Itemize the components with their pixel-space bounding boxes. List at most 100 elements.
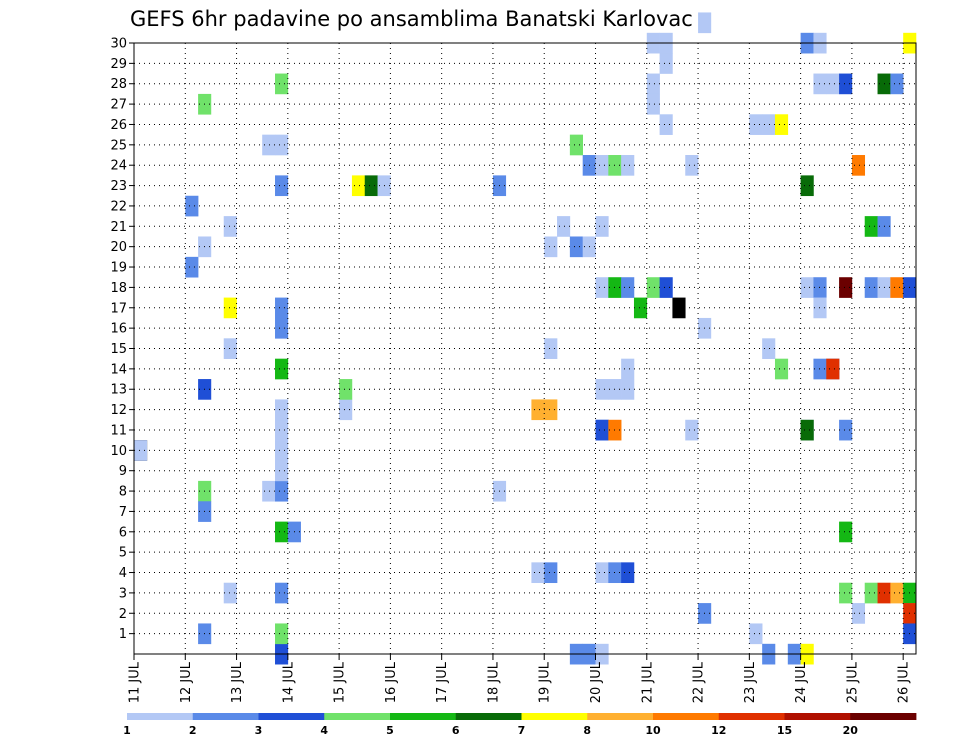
ensemble-cell [569,134,583,156]
y-tick-label: 12 [110,403,127,418]
colorbar: 1 2 3 4 5 6 7 8 10 12 15 20 [123,713,917,737]
ensemble-cell [646,73,660,95]
ensemble-cell [621,277,635,298]
ensemble-cell [569,236,583,258]
y-tick-label: 17 [110,301,127,316]
y-tick-label: 25 [110,138,127,153]
colorbar-swatch [258,713,325,720]
ensemble-cell [839,277,853,298]
colorbar-swatch [127,713,194,720]
ensemble-cell [275,317,289,339]
ensemble-cell [262,480,276,502]
ensemble-cell [595,216,609,237]
colorbar-label: 3 [255,724,263,737]
x-tick-label: 25 JUL [845,661,860,703]
y-tick-label: 16 [110,322,127,337]
ensemble-cell [851,603,866,624]
ensemble-cell [595,419,609,441]
x-tick-label: 16 JUL [384,661,399,703]
ensemble-cell [672,297,686,319]
ensemble-cell [275,175,289,197]
ensemble-cell [685,155,699,176]
ensemble-cell [275,480,289,502]
x-tick-label: 13 JUL [230,661,245,703]
ensemble-cell [351,175,366,197]
ensemble-cell [275,582,289,604]
y-tick-label: 23 [110,179,127,194]
y-tick-label: 22 [110,199,127,214]
y-tick-label: 15 [110,342,127,357]
y-tick-label: 27 [110,98,127,113]
x-tick-label: 15 JUL [333,661,348,703]
ensemble-cell [774,114,789,135]
ensemble-cell [813,277,827,298]
y-tick-label: 20 [110,240,127,255]
ensemble-cell [800,277,814,298]
ensemble-cell [134,440,148,461]
ensemble-cell [262,134,276,156]
colorbar-swatch [718,713,785,720]
ensemble-cell [621,358,635,380]
x-tick-label: 20 JUL [589,661,604,703]
colorbar-swatch [653,713,720,720]
y-tick-label: 11 [110,423,127,438]
ensemble-cell [223,216,237,237]
y-tick-label: 18 [110,281,127,296]
x-tick-label: 11 JUL [128,661,143,703]
ensemble-cell [659,53,673,74]
ensemble-cell [800,175,814,197]
colorbar-label: 20 [843,724,859,737]
ensemble-cells [134,12,917,665]
y-tick-label: 19 [110,261,127,276]
ensemble-cell [339,379,353,400]
colorbar-label: 6 [452,724,460,737]
y-tick-label: 1 [119,627,127,642]
y-tick-label: 8 [119,485,127,500]
x-tick-label: 21 JUL [640,661,655,703]
ensemble-cell [646,277,660,298]
grid-lines [134,42,916,654]
ensemble-cell [275,399,289,421]
ensemble-cell [544,236,558,258]
ensemble-cell [275,297,289,319]
ensemble-cell [839,419,853,441]
ensemble-cell [890,277,904,298]
y-tick-label: 4 [119,566,127,581]
ensemble-cell [275,73,289,95]
ensemble-cell [762,114,776,135]
ensemble-cell [544,562,558,584]
ensemble-cell [275,419,289,441]
ensemble-cell [621,562,635,584]
ensemble-cell [864,216,878,237]
ensemble-cell [595,562,609,584]
x-tick-label: 26 JUL [897,661,912,703]
ensemble-cell [557,216,571,237]
colorbar-swatch [587,713,654,720]
y-tick-label: 28 [110,77,127,92]
x-tick-label: 17 JUL [435,661,450,703]
chart-title: GEFS 6hr padavine po ansamblima Banatski… [130,7,693,31]
ensemble-cell [339,399,353,421]
ensemble-cell [275,358,289,380]
ensemble-cell [826,73,840,95]
colorbar-label: 8 [583,724,591,737]
ensemble-cell [544,338,558,359]
ensemble-cell [659,114,673,135]
ensemble-cell [364,175,378,197]
ensemble-cell [223,582,237,604]
y-tick-label: 13 [110,383,127,398]
x-tick-label: 19 JUL [538,661,553,703]
y-axis-ticks: 1234567891011121314151617181920212223242… [110,37,134,642]
ensemble-cell [633,297,648,319]
colorbar-swatch [192,713,259,720]
ensemble-cell [223,338,237,359]
ensemble-cell [621,379,635,400]
x-tick-label: 23 JUL [743,661,758,703]
y-tick-label: 7 [119,505,127,520]
ensemble-cell [275,623,289,645]
ensemble-cell [185,195,199,217]
ensemble-cell [800,419,814,441]
colorbar-swatch [324,713,391,720]
ensemble-cell [595,379,609,400]
